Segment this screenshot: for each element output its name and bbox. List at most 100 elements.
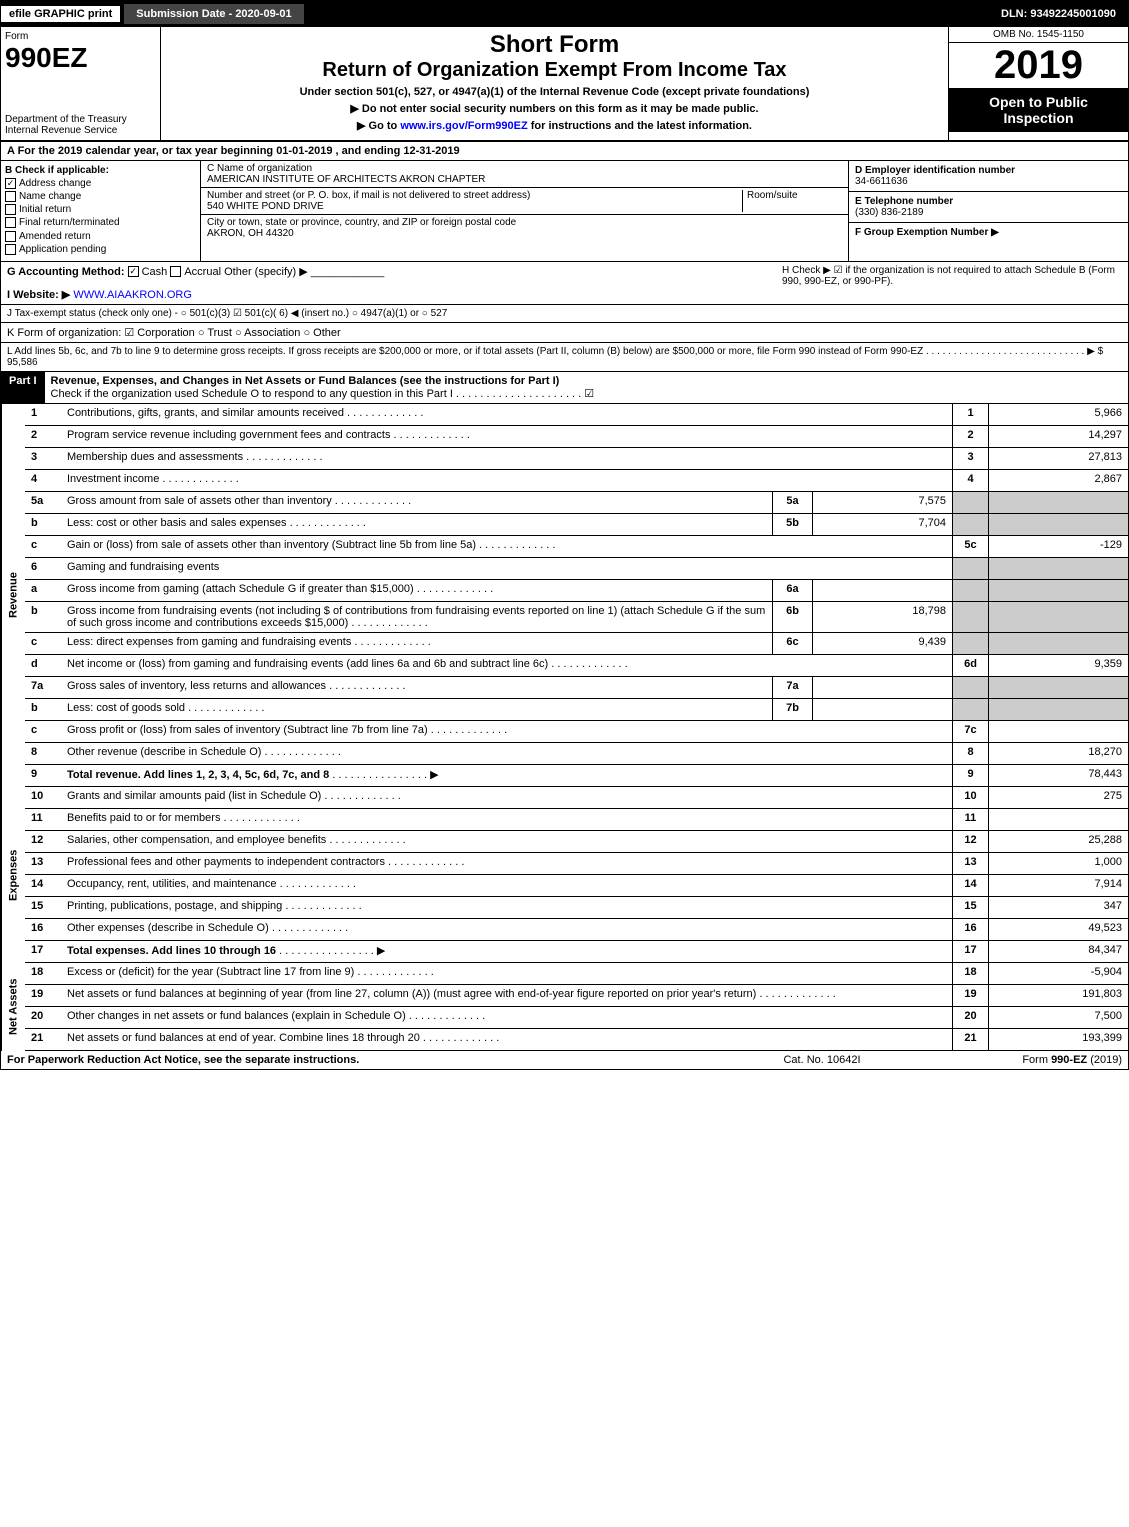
irs-link[interactable]: www.irs.gov/Form990EZ [400,120,527,132]
check-accrual[interactable] [170,266,181,277]
line-number: 20 [25,1007,61,1028]
line-desc: Contributions, gifts, grants, and simila… [61,404,952,425]
part1-title: Revenue, Expenses, and Changes in Net As… [45,372,1128,403]
org-name: AMERICAN INSTITUTE OF ARCHITECTS AKRON C… [207,174,485,185]
line-row: 5aGross amount from sale of assets other… [25,492,1128,514]
header-block: Form 990EZ Department of the Treasury In… [1,27,1128,142]
line-result-num: 17 [952,941,988,962]
website-label: I Website: ▶ [7,289,70,301]
header-right: OMB No. 1545-1150 2019 Open to Public In… [948,27,1128,140]
line-result-num: 9 [952,765,988,786]
line-result-num [952,633,988,654]
form-label: Form [5,31,156,42]
efile-print[interactable]: efile GRAPHIC print [1,6,120,22]
omb-number: OMB No. 1545-1150 [949,27,1128,43]
line-value: 9,359 [988,655,1128,676]
line-number: 1 [25,404,61,425]
line-value: 191,803 [988,985,1128,1006]
open-inspection: Open to Public Inspection [949,88,1128,132]
line-row: 20Other changes in net assets or fund ba… [25,1007,1128,1029]
line-desc: Less: direct expenses from gaming and fu… [61,633,772,654]
line-row: 11Benefits paid to or for members . . . … [25,809,1128,831]
line-number: 7a [25,677,61,698]
box-b: B Check if applicable: Address change Na… [1,161,201,261]
line-number: c [25,536,61,557]
line-number: 15 [25,897,61,918]
line-number: 18 [25,963,61,984]
line-row: 7aGross sales of inventory, less returns… [25,677,1128,699]
line-subcol: 7a [772,677,812,698]
part1-label: Part I [1,372,45,403]
line-desc: Other changes in net assets or fund bala… [61,1007,952,1028]
line-subval: 18,798 [812,602,952,632]
title-short-form: Short Form [165,31,944,59]
line-result-num: 2 [952,426,988,447]
line-number: b [25,602,61,632]
line-desc: Net assets or fund balances at end of ye… [61,1029,952,1050]
line-desc: Total revenue. Add lines 1, 2, 3, 4, 5c,… [61,765,952,786]
line-result-num: 14 [952,875,988,896]
line-number: 9 [25,765,61,786]
line-row: aGross income from gaming (attach Schedu… [25,580,1128,602]
line-result-num [952,514,988,535]
line-value: 25,288 [988,831,1128,852]
check-application-pending[interactable]: Application pending [5,244,196,255]
org-address: 540 WHITE POND DRIVE [207,201,742,212]
line-number: 5a [25,492,61,513]
line-value: 7,914 [988,875,1128,896]
info-block: B Check if applicable: Address change Na… [1,161,1128,262]
row-j: J Tax-exempt status (check only one) - ○… [1,305,1128,323]
line-value: 1,000 [988,853,1128,874]
netassets-section: Net Assets 18Excess or (deficit) for the… [1,963,1128,1051]
line-result-num [952,699,988,720]
line-result-num: 13 [952,853,988,874]
line-result-num: 11 [952,809,988,830]
line-result-num: 20 [952,1007,988,1028]
row-a-tax-year: A For the 2019 calendar year, or tax yea… [1,142,1128,161]
line-number: b [25,699,61,720]
line-number: 11 [25,809,61,830]
line-row: dNet income or (loss) from gaming and fu… [25,655,1128,677]
line-desc: Grants and similar amounts paid (list in… [61,787,952,808]
line-result-num: 21 [952,1029,988,1050]
line-number: 16 [25,919,61,940]
line-result-num [952,602,988,632]
line-desc: Professional fees and other payments to … [61,853,952,874]
check-final-return[interactable]: Final return/terminated [5,217,196,228]
header-center: Short Form Return of Organization Exempt… [161,27,948,140]
line-value [988,677,1128,698]
line-result-num: 12 [952,831,988,852]
line-value [988,721,1128,742]
line-subval [812,699,952,720]
check-amended-return[interactable]: Amended return [5,231,196,242]
line-result-num: 18 [952,963,988,984]
line-result-num [952,580,988,601]
check-initial-return[interactable]: Initial return [5,204,196,215]
line-desc: Less: cost or other basis and sales expe… [61,514,772,535]
telephone: (330) 836-2189 [855,207,1122,218]
revenue-section: Revenue 1Contributions, gifts, grants, a… [1,404,1128,787]
line-row: cGain or (loss) from sale of assets othe… [25,536,1128,558]
form-page: efile GRAPHIC print Submission Date - 20… [0,0,1129,1070]
line-value: 18,270 [988,743,1128,764]
line-value [988,809,1128,830]
line-result-num: 4 [952,470,988,491]
line-value: 14,297 [988,426,1128,447]
city-row: City or town, state or province, country… [201,215,848,241]
check-address-change[interactable]: Address change [5,178,196,189]
line-value [988,514,1128,535]
line-desc: Total expenses. Add lines 10 through 16 … [61,941,952,962]
expenses-label: Expenses [1,787,25,963]
check-name-change[interactable]: Name change [5,191,196,202]
check-cash[interactable] [128,266,139,277]
line-row: 9Total revenue. Add lines 1, 2, 3, 4, 5c… [25,765,1128,787]
footer-form: Form 990-EZ (2019) [922,1054,1122,1066]
line-subcol: 6b [772,602,812,632]
line-desc: Excess or (deficit) for the year (Subtra… [61,963,952,984]
line-desc: Salaries, other compensation, and employ… [61,831,952,852]
line-subval: 7,704 [812,514,952,535]
line-desc: Occupancy, rent, utilities, and maintena… [61,875,952,896]
line-row: 14Occupancy, rent, utilities, and mainte… [25,875,1128,897]
title-warn: ▶ Do not enter social security numbers o… [165,102,944,115]
website-link[interactable]: WWW.AIAAKRON.ORG [73,289,192,301]
